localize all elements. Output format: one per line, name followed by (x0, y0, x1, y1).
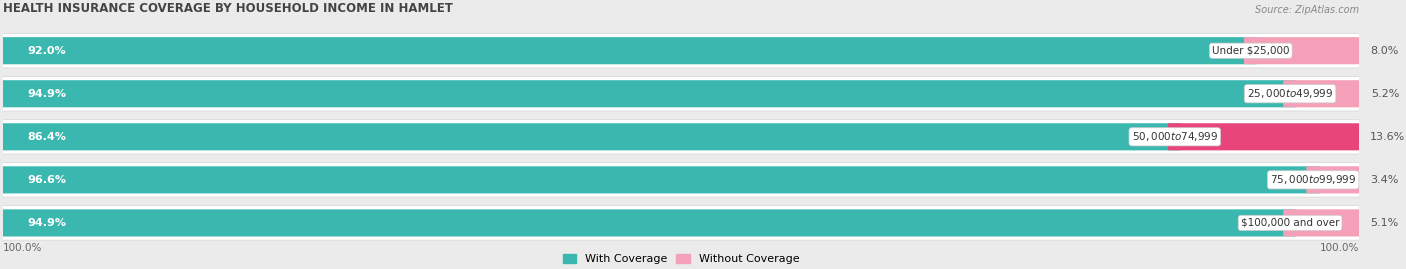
Text: 8.0%: 8.0% (1369, 46, 1399, 56)
Text: 94.9%: 94.9% (27, 218, 66, 228)
FancyBboxPatch shape (1244, 37, 1367, 64)
FancyBboxPatch shape (0, 163, 1375, 197)
FancyBboxPatch shape (0, 77, 1375, 111)
Text: 3.4%: 3.4% (1369, 175, 1399, 185)
Text: $75,000 to $99,999: $75,000 to $99,999 (1270, 173, 1357, 186)
Text: 100.0%: 100.0% (3, 243, 42, 253)
Text: $100,000 and over: $100,000 and over (1241, 218, 1340, 228)
Text: 96.6%: 96.6% (27, 175, 66, 185)
FancyBboxPatch shape (1284, 80, 1368, 107)
Text: 100.0%: 100.0% (1320, 243, 1360, 253)
FancyBboxPatch shape (0, 37, 1257, 64)
Text: Under $25,000: Under $25,000 (1212, 46, 1289, 56)
Text: 86.4%: 86.4% (27, 132, 66, 142)
Text: 92.0%: 92.0% (27, 46, 66, 56)
FancyBboxPatch shape (1306, 166, 1367, 193)
Text: 13.6%: 13.6% (1369, 132, 1406, 142)
FancyBboxPatch shape (0, 80, 1296, 107)
FancyBboxPatch shape (1168, 123, 1367, 150)
FancyBboxPatch shape (0, 33, 1375, 68)
Text: $25,000 to $49,999: $25,000 to $49,999 (1247, 87, 1333, 100)
FancyBboxPatch shape (0, 209, 1296, 236)
Text: 5.1%: 5.1% (1369, 218, 1399, 228)
FancyBboxPatch shape (0, 123, 1181, 150)
Text: $50,000 to $74,999: $50,000 to $74,999 (1132, 130, 1218, 143)
Text: 94.9%: 94.9% (27, 89, 66, 99)
Text: HEALTH INSURANCE COVERAGE BY HOUSEHOLD INCOME IN HAMLET: HEALTH INSURANCE COVERAGE BY HOUSEHOLD I… (3, 2, 453, 15)
FancyBboxPatch shape (0, 206, 1375, 240)
Text: 5.2%: 5.2% (1371, 89, 1400, 99)
Legend: With Coverage, Without Coverage: With Coverage, Without Coverage (558, 249, 804, 268)
FancyBboxPatch shape (1284, 209, 1367, 236)
FancyBboxPatch shape (0, 120, 1375, 154)
Text: Source: ZipAtlas.com: Source: ZipAtlas.com (1256, 5, 1360, 15)
FancyBboxPatch shape (0, 166, 1320, 193)
